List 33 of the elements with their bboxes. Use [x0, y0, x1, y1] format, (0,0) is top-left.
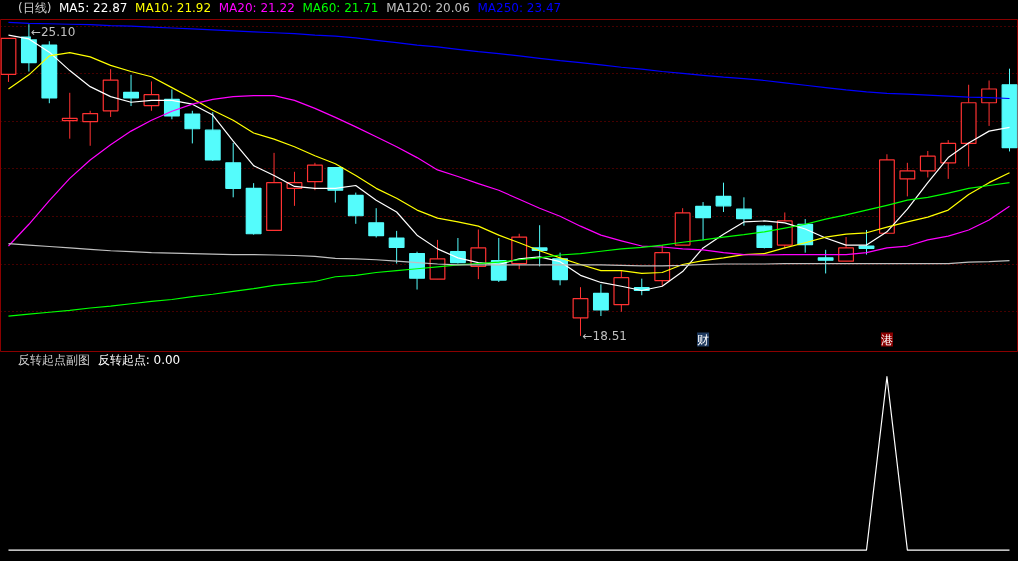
text: MA60: 21.71 — [302, 1, 379, 15]
candlestick — [306, 162, 323, 191]
candlestick — [899, 162, 916, 197]
candlestick — [327, 166, 344, 204]
candlestick — [82, 110, 99, 147]
annotation: 财 — [697, 332, 710, 347]
annotation: ←25.10 — [30, 25, 76, 40]
text: MA20: 21.22 — [218, 1, 295, 15]
text: MA10: 21.92 — [135, 1, 212, 15]
candlestick — [184, 110, 201, 144]
candlestick — [715, 182, 732, 213]
candlestick — [919, 150, 936, 178]
candlestick — [981, 80, 998, 127]
candlestick — [858, 229, 875, 256]
candlestick — [695, 201, 712, 241]
candlestick — [838, 236, 855, 262]
annotation: ←18.51 — [582, 328, 627, 343]
candlestick — [368, 207, 385, 239]
text: 反转起点: 0.00 — [97, 353, 181, 367]
candlestick — [123, 74, 139, 107]
chart-title: 反转起点副图 — [18, 353, 90, 367]
candlestick — [735, 196, 752, 227]
annotation: 港 — [880, 332, 893, 347]
text: MA5: 22.87 — [59, 1, 128, 15]
text: MA250: 23.47 — [477, 1, 562, 15]
candlestick — [817, 249, 834, 274]
candlestick — [143, 80, 160, 112]
chart-title: (日线) — [18, 1, 52, 15]
candlestick — [940, 139, 957, 180]
text: MA120: 20.06 — [386, 1, 470, 15]
candlestick — [592, 283, 609, 317]
candlestick — [388, 230, 405, 265]
candlestick — [347, 192, 364, 225]
